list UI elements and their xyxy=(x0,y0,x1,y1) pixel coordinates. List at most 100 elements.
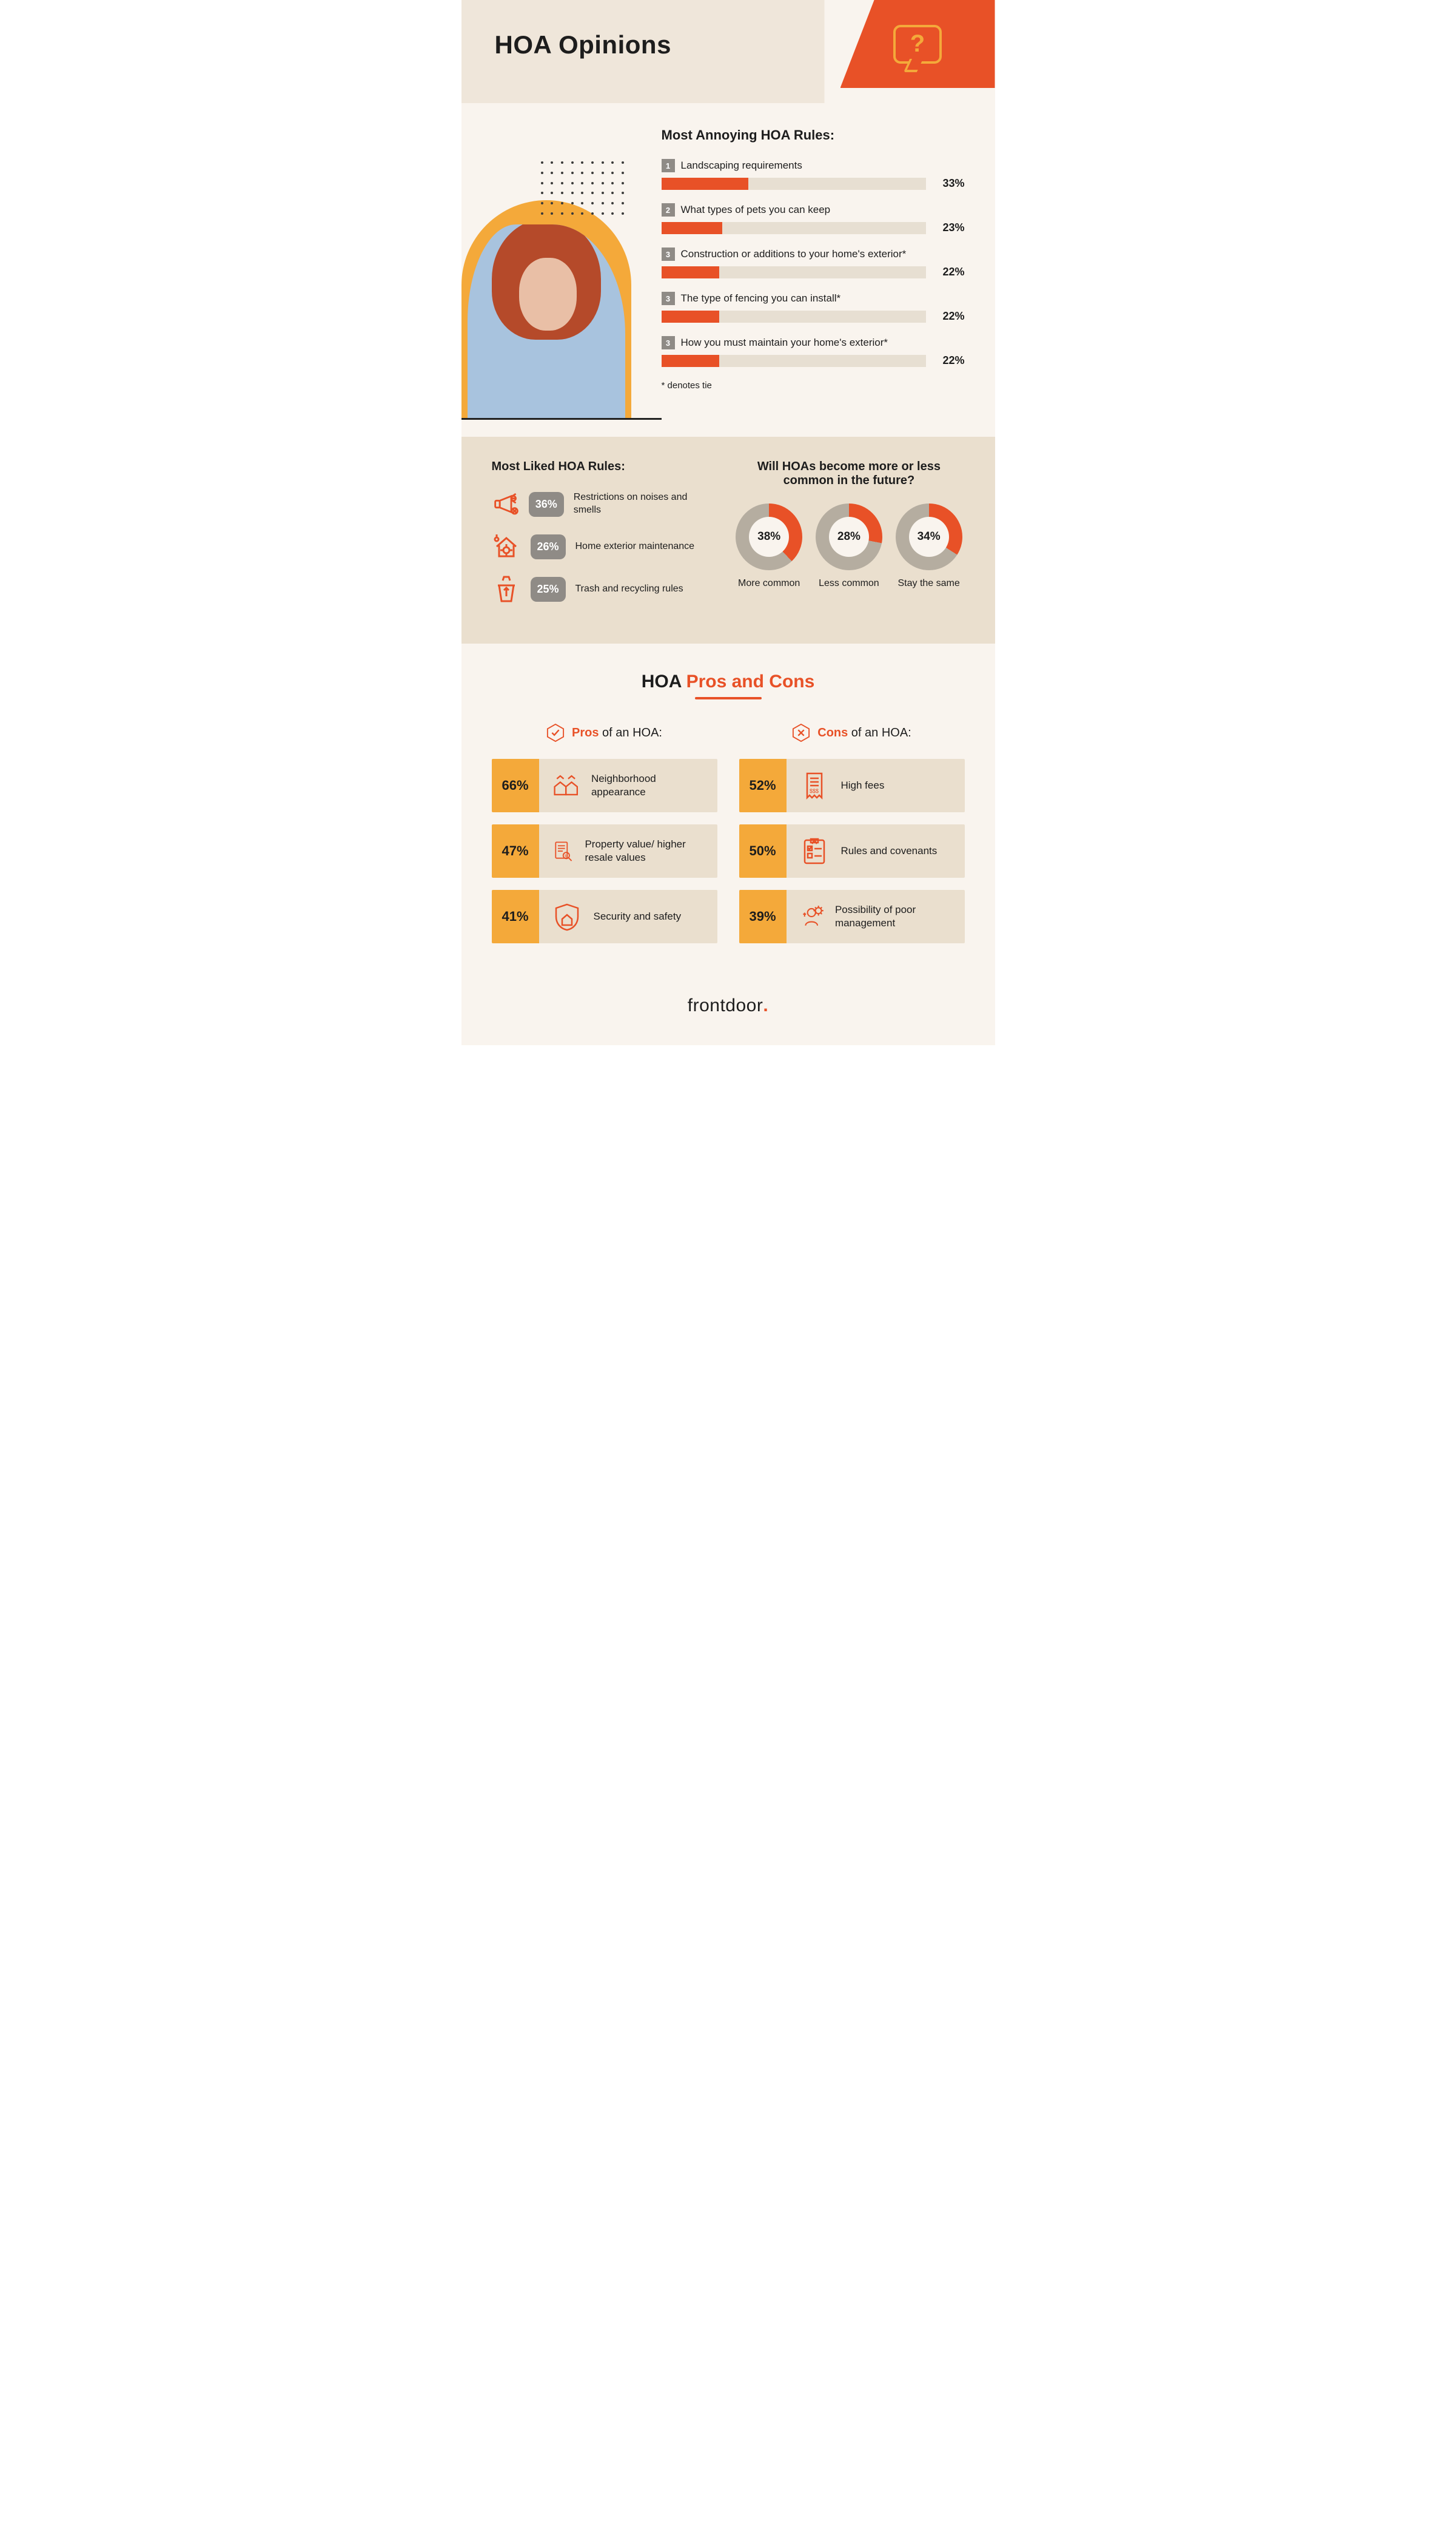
cons-heading: Cons of an HOA: xyxy=(739,724,965,742)
liked-column: Most Liked HOA Rules: 36% Restrictions o… xyxy=(492,460,710,617)
rank-badge: 1 xyxy=(662,159,675,172)
donut-item: 34% Stay the same xyxy=(893,503,965,590)
rank-badge: 3 xyxy=(662,292,675,305)
rule-label: How you must maintain your home's exteri… xyxy=(681,337,888,349)
checklist-icon xyxy=(799,835,830,867)
future-title: Will HOAs become more or less common in … xyxy=(733,460,964,488)
question-mark: ? xyxy=(910,30,925,58)
doc-search-icon: $ xyxy=(551,835,574,867)
dot-grid xyxy=(537,158,628,218)
pc-label: Neighborhood appearance xyxy=(591,772,705,799)
pros-heading: Pros of an HOA: xyxy=(492,724,717,742)
donut-pct: 28% xyxy=(837,530,861,544)
rank-badge: 3 xyxy=(662,336,675,349)
pc-pct: 41% xyxy=(492,890,539,943)
rule-row: 3 Construction or additions to your home… xyxy=(662,248,965,278)
pc-pct: 39% xyxy=(739,890,787,943)
bar-fill xyxy=(662,178,749,190)
pc-card: 66% Neighborhood appearance xyxy=(492,759,717,812)
pros-accent: Pros xyxy=(572,726,599,739)
rule-label: Construction or additions to your home's… xyxy=(681,248,907,260)
liked-pct: 25% xyxy=(531,577,566,602)
bar-fill xyxy=(662,222,722,234)
rule-label: What types of pets you can keep xyxy=(681,204,831,216)
rule-row: 2 What types of pets you can keep 23% xyxy=(662,203,965,234)
donut-pct: 38% xyxy=(757,530,780,544)
donut-label: More common xyxy=(738,578,800,590)
liked-title: Most Liked HOA Rules: xyxy=(492,460,710,474)
houses-icon xyxy=(551,770,580,801)
header: HOA Opinions ? xyxy=(461,0,995,103)
pc-pct: 66% xyxy=(492,759,539,812)
x-hex-icon xyxy=(792,724,810,742)
cons-column: Cons of an HOA: 52% $$$ High fees 50% Ru… xyxy=(739,724,965,955)
section-band: Most Liked HOA Rules: 36% Restrictions o… xyxy=(461,437,995,644)
donut-chart: 28% xyxy=(816,503,882,570)
pc-pct: 50% xyxy=(739,824,787,878)
donut-label: Stay the same xyxy=(897,578,959,590)
annoying-title: Most Annoying HOA Rules: xyxy=(662,127,965,143)
liked-row: 25% Trash and recycling rules xyxy=(492,574,710,604)
rule-row: 1 Landscaping requirements 33% xyxy=(662,159,965,190)
megaphone-icon xyxy=(492,490,519,519)
liked-pct: 36% xyxy=(529,492,564,517)
donut-label: Less common xyxy=(819,578,879,590)
pc-card: 47% $ Property value/ higher resale valu… xyxy=(492,824,717,878)
rule-label: The type of fencing you can install* xyxy=(681,292,841,305)
donut-item: 28% Less common xyxy=(813,503,885,590)
liked-label: Trash and recycling rules xyxy=(575,583,683,596)
pc-label: Rules and covenants xyxy=(841,844,938,858)
question-bubble-icon: ? xyxy=(893,25,942,64)
proscons-title-prefix: HOA xyxy=(642,672,686,692)
pros-rest: of an HOA: xyxy=(599,726,662,739)
liked-label: Restrictions on noises and smells xyxy=(574,491,710,517)
annoying-content: Most Annoying HOA Rules: 1 Landscaping r… xyxy=(662,127,965,419)
pc-pct: 47% xyxy=(492,824,539,878)
pc-pct: 52% xyxy=(739,759,787,812)
brand-logo: frontdoor xyxy=(688,995,763,1015)
manager-icon xyxy=(799,901,824,932)
bar-pct: 23% xyxy=(937,221,965,234)
person-illustration xyxy=(468,224,625,419)
bar-track xyxy=(662,266,926,278)
recycle-bin-icon xyxy=(492,574,521,604)
bar-pct: 22% xyxy=(937,354,965,367)
bar-fill xyxy=(662,355,720,367)
pc-card: 41% Security and safety xyxy=(492,890,717,943)
donut-chart: 38% xyxy=(736,503,802,570)
tie-note: * denotes tie xyxy=(662,380,965,391)
liked-row: 36% Restrictions on noises and smells xyxy=(492,490,710,519)
bar-fill xyxy=(662,266,720,278)
bar-track xyxy=(662,222,926,234)
proscons-title-accent: Pros and Cons xyxy=(686,672,815,692)
section-annoying: Most Annoying HOA Rules: 1 Landscaping r… xyxy=(461,103,995,437)
pc-label: Property value/ higher resale values xyxy=(585,838,705,864)
receipt-icon: $$$ xyxy=(799,770,830,801)
pc-label: Possibility of poor management xyxy=(835,903,953,930)
title-underline xyxy=(695,697,762,699)
portrait-baseline xyxy=(461,418,662,420)
footer: frontdoor. xyxy=(461,980,995,1045)
brand-dot: . xyxy=(763,995,768,1015)
pros-column: Pros of an HOA: 66% Neighborhood appeara… xyxy=(492,724,717,955)
pc-card: 50% Rules and covenants xyxy=(739,824,965,878)
svg-text:$$$: $$$ xyxy=(810,788,819,794)
rule-row: 3 The type of fencing you can install* 2… xyxy=(662,292,965,323)
donut-pct: 34% xyxy=(918,530,941,544)
shield-home-icon xyxy=(551,901,583,932)
pc-label: Security and safety xyxy=(594,910,682,923)
future-column: Will HOAs become more or less common in … xyxy=(733,460,964,617)
pc-card: 39% Possibility of poor management xyxy=(739,890,965,943)
rule-label: Landscaping requirements xyxy=(681,160,802,172)
donut-item: 38% More common xyxy=(733,503,805,590)
portrait xyxy=(461,164,643,419)
check-hex-icon xyxy=(546,724,565,742)
section-proscons: HOA Pros and Cons Pros of an HOA: 66% Ne… xyxy=(461,644,995,980)
liked-pct: 26% xyxy=(531,534,566,559)
infographic: HOA Opinions ? Most Annoying HOA Rules: … xyxy=(461,0,995,1045)
cons-rest: of an HOA: xyxy=(848,726,911,739)
bar-track xyxy=(662,178,926,190)
donut-chart: 34% xyxy=(896,503,962,570)
proscons-title: HOA Pros and Cons xyxy=(492,672,965,692)
bar-pct: 22% xyxy=(937,266,965,278)
